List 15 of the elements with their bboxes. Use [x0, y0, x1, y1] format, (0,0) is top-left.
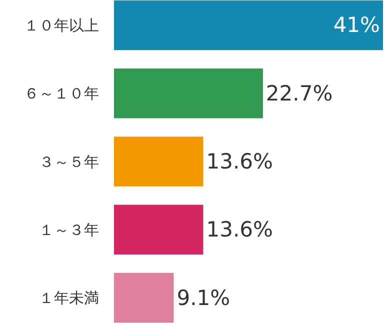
- y-tick-label: １０年以上: [24, 16, 99, 34]
- y-tick-label: １～３年: [39, 220, 99, 239]
- data-label: 13.6%: [206, 150, 273, 174]
- bar: [114, 272, 174, 323]
- data-label: 13.6%: [206, 218, 273, 242]
- y-tick-label: ３～５年: [39, 152, 99, 171]
- data-label: 22.7%: [266, 81, 333, 106]
- bar: [114, 204, 204, 255]
- data-label: 41%: [333, 13, 380, 38]
- bar: [114, 136, 204, 186]
- data-label: 9.1%: [176, 286, 230, 310]
- bar: [114, 0, 383, 50]
- y-tick-label: ６～１０年: [24, 84, 99, 103]
- bar: [114, 68, 263, 118]
- y-tick-label: １年未満: [39, 289, 99, 308]
